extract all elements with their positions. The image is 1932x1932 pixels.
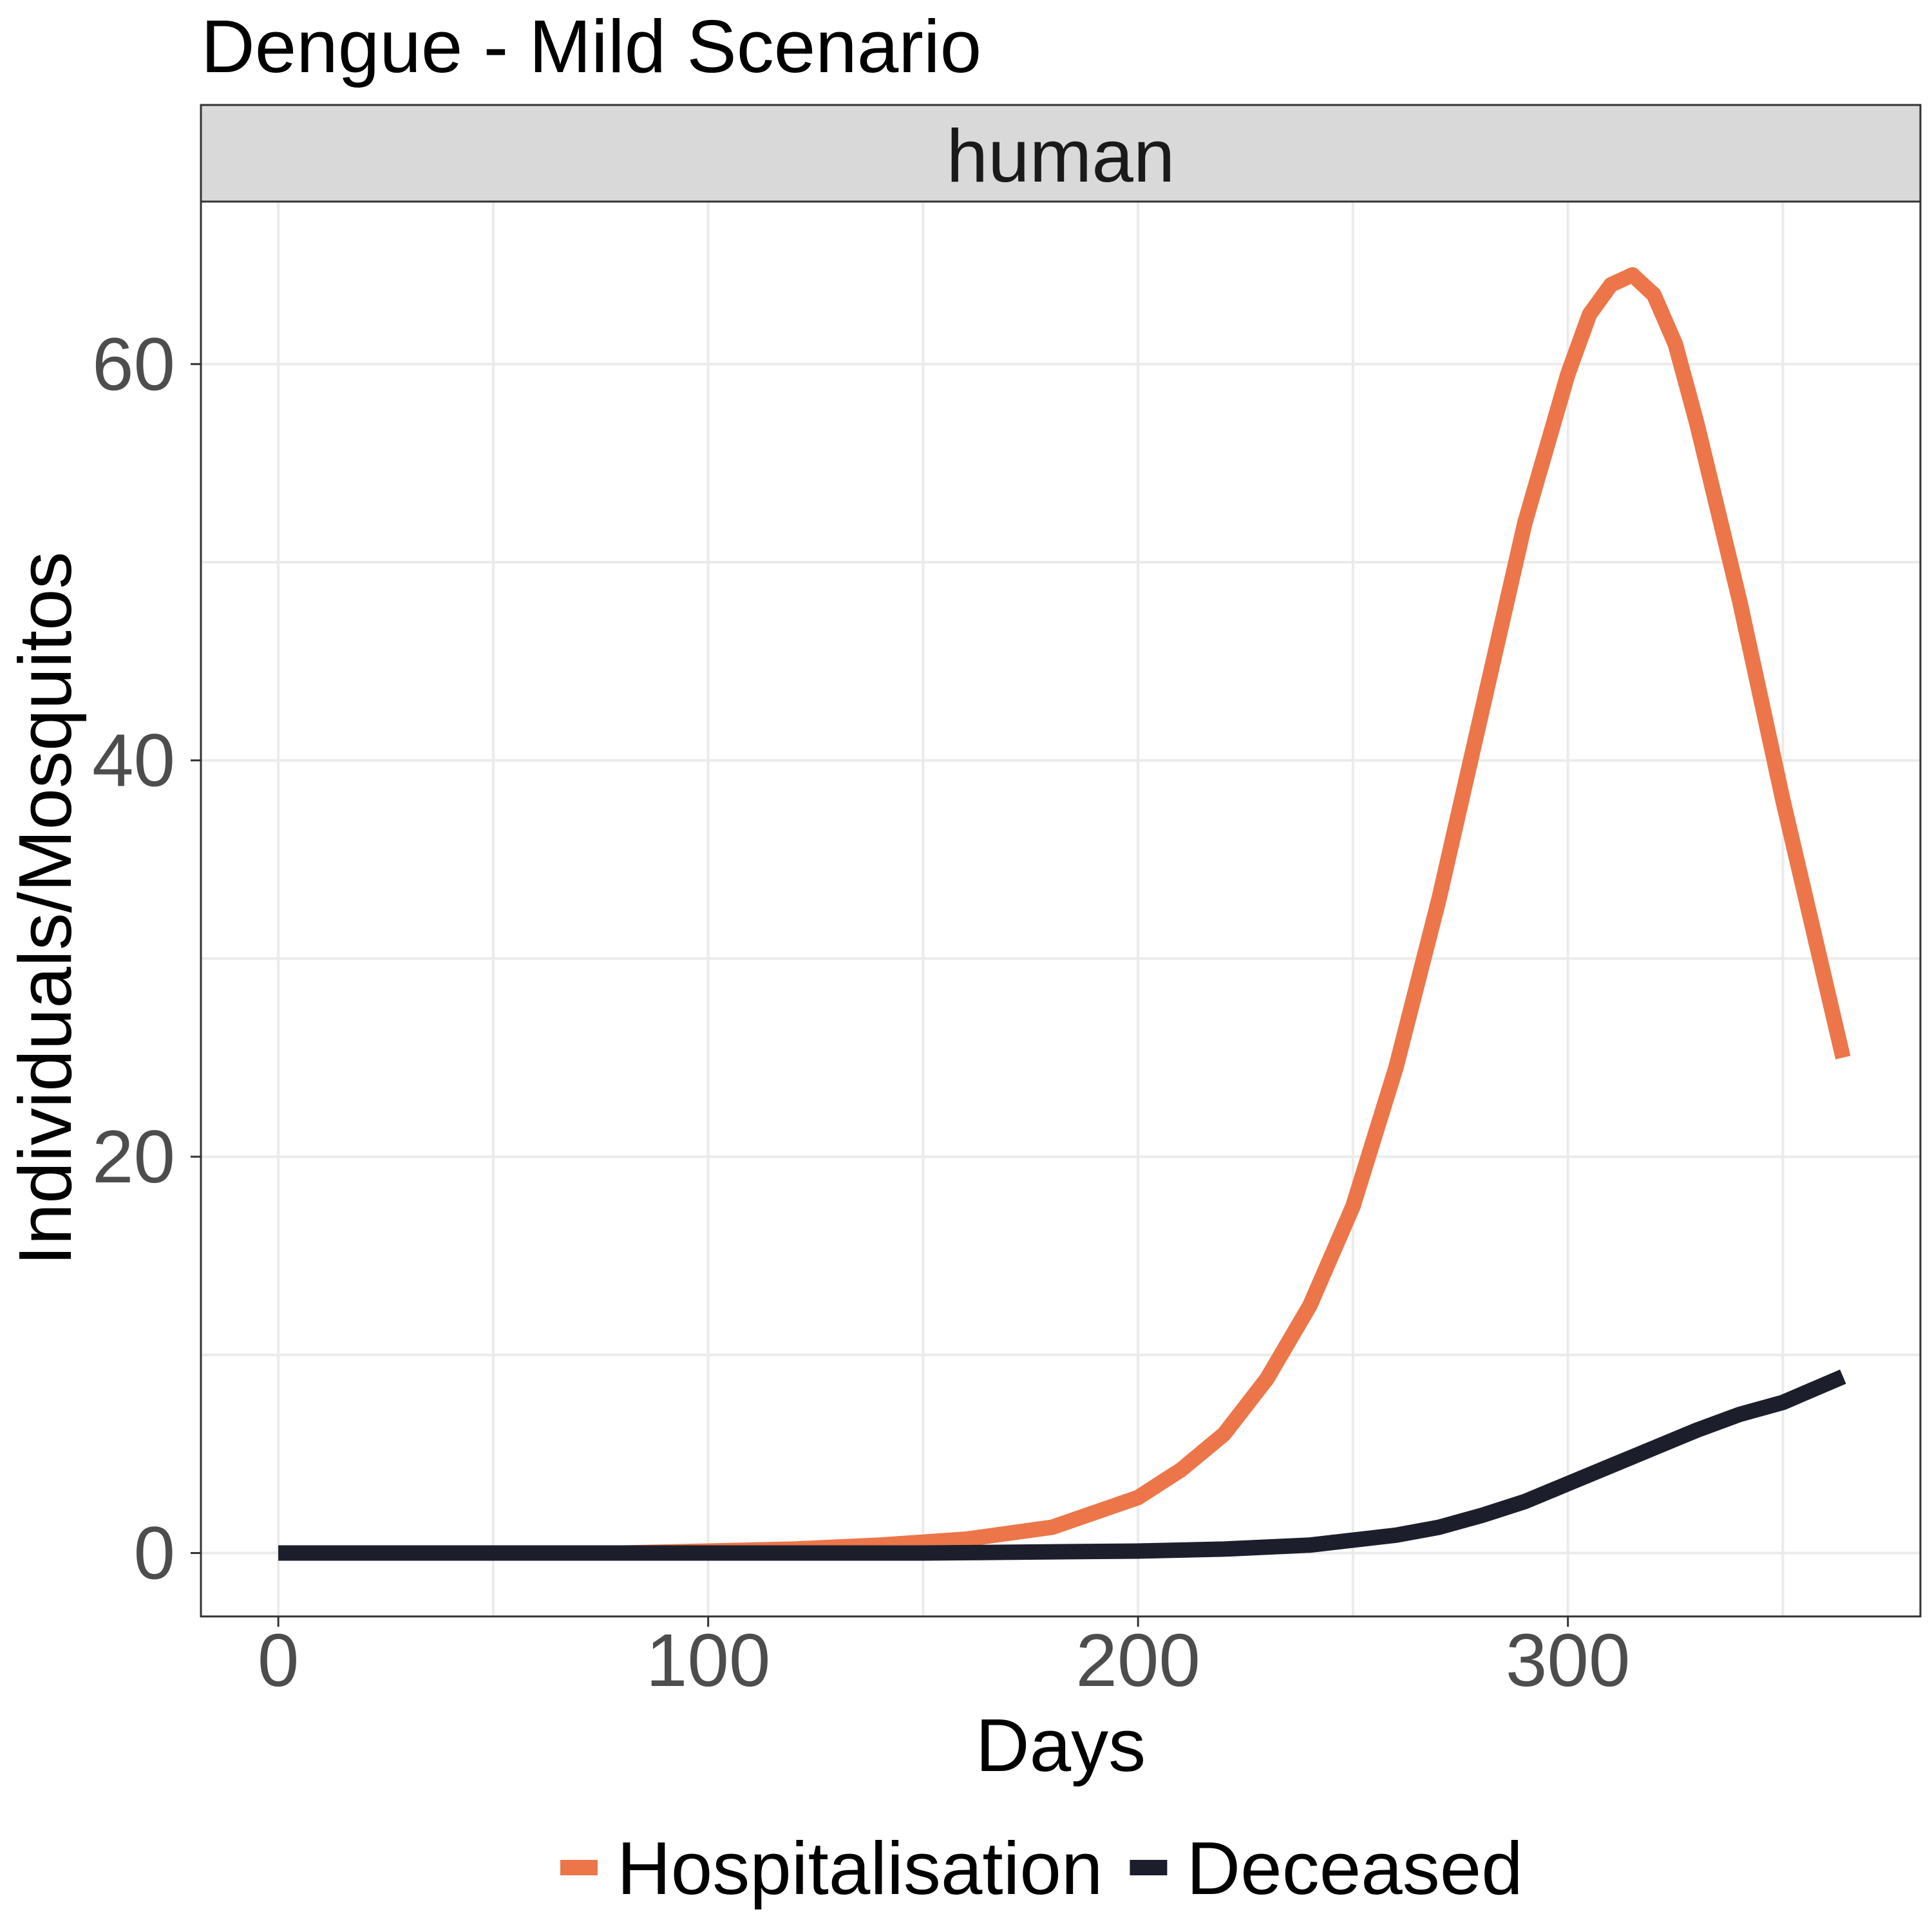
plot-panel-border xyxy=(200,200,1922,1618)
facet-strip-label: human xyxy=(947,114,1175,198)
y-axis-title: Individuals/Mosquitos xyxy=(3,551,87,1265)
legend-label-hospitalisation: Hospitalisation xyxy=(617,1826,1103,1910)
y-tick-label: 0 xyxy=(133,1511,175,1595)
x-tick-label: 200 xyxy=(1075,1618,1200,1702)
x-axis: 0 100 200 300 xyxy=(258,1616,1631,1702)
x-axis-title: Days xyxy=(976,1703,1146,1787)
x-tick-label: 300 xyxy=(1506,1618,1631,1702)
y-tick-label: 20 xyxy=(92,1115,175,1198)
facet-strip xyxy=(200,104,1922,203)
chart-title: Dengue - Mild Scenario xyxy=(201,5,981,88)
plot-panel xyxy=(201,202,1920,1616)
series-line-deceased xyxy=(278,1369,1846,1561)
y-axis: 0 20 40 60 xyxy=(92,322,201,1595)
series-lines xyxy=(278,267,1851,1561)
x-tick-label: 0 xyxy=(258,1618,299,1702)
y-tick-label: 40 xyxy=(92,719,175,802)
x-tick-label: 100 xyxy=(646,1618,771,1702)
legend: Hospitalisation Deceased xyxy=(560,1826,1523,1910)
y-tick-label: 60 xyxy=(92,322,175,406)
legend-label-deceased: Deceased xyxy=(1186,1826,1522,1910)
